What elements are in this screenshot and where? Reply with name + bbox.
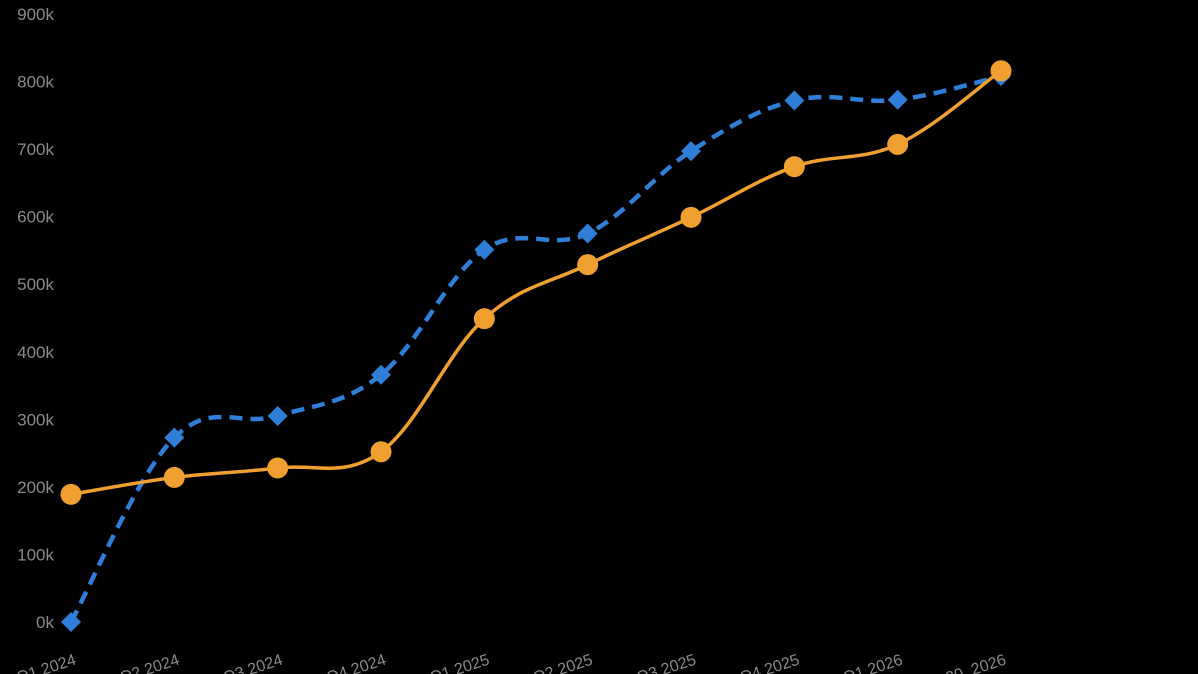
data-point-circle <box>163 466 185 488</box>
data-point-circle <box>577 254 599 276</box>
x-axis: Q1 2024 Q2 2024 Q3 2024 Q4 2024 Q1 2025 Q2 20… <box>15 652 1009 674</box>
data-point-circle <box>370 441 392 463</box>
x-tick-label: Q3 2025 <box>635 652 699 674</box>
y-tick-label: 600k <box>17 208 54 227</box>
data-point-diamond <box>784 90 805 111</box>
data-point-circle <box>267 457 289 479</box>
y-tick-label: 900k <box>17 5 54 24</box>
x-tick-label: Q2 2024 <box>118 652 182 674</box>
data-point-circle <box>60 483 82 505</box>
y-tick-label: 700k <box>17 140 54 159</box>
data-point-diamond <box>371 364 391 385</box>
data-point-circle <box>680 206 702 228</box>
series-1 <box>61 66 1011 632</box>
series-2 <box>60 60 1012 505</box>
y-tick-label: 100k <box>17 545 54 564</box>
data-point-diamond <box>887 89 908 110</box>
data-point-diamond <box>267 405 288 426</box>
x-tick-label: Q3 2024 <box>221 652 285 674</box>
y-tick-label: 0k <box>36 613 54 632</box>
data-point-diamond <box>577 223 598 244</box>
x-tick-label: Q4 2024 <box>325 652 389 674</box>
data-point-diamond <box>164 427 185 448</box>
x-tick-label: Q1 2024 <box>15 652 79 674</box>
data-point-circle <box>990 60 1012 82</box>
y-tick-label: 800k <box>17 73 54 92</box>
data-point-diamond <box>681 141 701 162</box>
data-point-diamond <box>474 239 495 260</box>
x-tick-label: Q1 2025 <box>428 652 492 674</box>
x-tick-label: Q4 2025 <box>738 652 802 674</box>
x-tick-label: Mar 20, 2026 <box>913 652 1008 674</box>
y-tick-label: 400k <box>17 343 54 362</box>
series-layer <box>60 60 1012 632</box>
y-tick-label: 200k <box>17 478 54 497</box>
y-tick-label: 300k <box>17 410 54 429</box>
series-line <box>69 73 1002 624</box>
data-point-circle <box>473 308 495 330</box>
y-axis: 0k 100k 200k 300k 400k 500k 600k 700k 800k 900k <box>17 5 54 632</box>
y-tick-label: 500k <box>17 275 54 294</box>
data-point-circle <box>783 156 805 178</box>
data-point-circle <box>887 133 909 155</box>
data-point-diamond <box>61 612 81 632</box>
series-line <box>70 69 1003 497</box>
x-tick-label: Q2 2025 <box>531 652 595 674</box>
x-tick-label: Q1 2026 <box>841 652 905 674</box>
